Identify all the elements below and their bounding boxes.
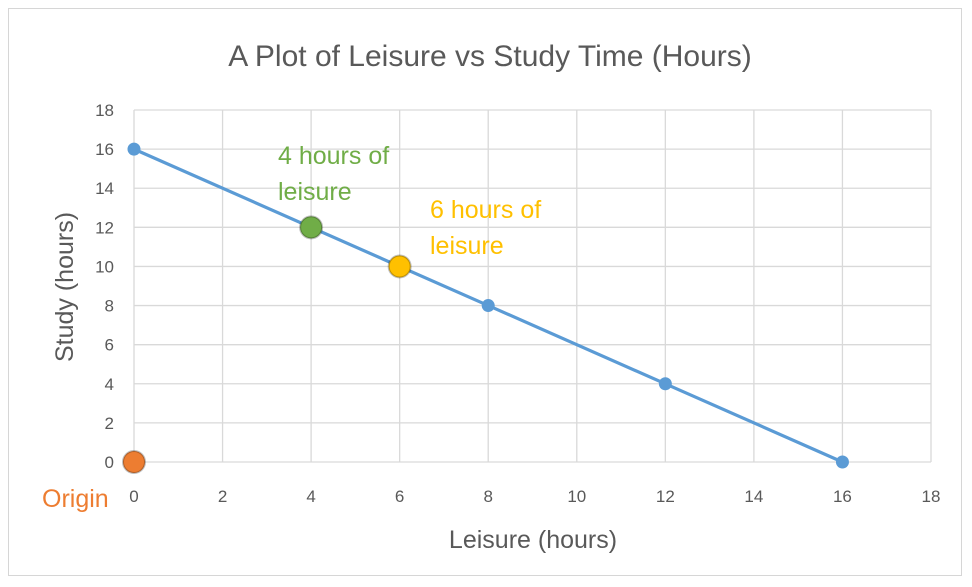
chart-frame	[8, 8, 962, 576]
series-point-0-16	[127, 142, 141, 156]
y-tick-0: 0	[105, 453, 114, 472]
x-tick-10: 10	[567, 487, 586, 506]
y-tick-2: 2	[105, 414, 114, 433]
y-axis-label: Study (hours)	[51, 212, 79, 362]
y-tick-labels: 0 2 4 6 8 10 12 14 16 18	[95, 101, 114, 472]
y-tick-18: 18	[95, 101, 114, 120]
x-tick-12: 12	[656, 487, 675, 506]
x-tick-2: 2	[218, 487, 227, 506]
x-tick-labels: 0 2 4 6 8 10 12 14 16 18	[129, 487, 940, 506]
x-tick-16: 16	[833, 487, 852, 506]
y-tick-16: 16	[95, 140, 114, 159]
series-point-8-8	[481, 299, 495, 313]
yellow-label-line-2: leisure	[430, 232, 504, 260]
x-tick-4: 4	[306, 487, 315, 506]
yellow-label-line-1: 6 hours of	[430, 196, 541, 224]
green-point-fill	[300, 216, 323, 239]
y-tick-4: 4	[105, 375, 114, 394]
x-tick-6: 6	[395, 487, 404, 506]
x-tick-0: 0	[129, 487, 138, 506]
yellow-point-fill	[388, 255, 411, 278]
yellow-point-outline	[387, 254, 412, 279]
x-axis-label: Leisure (hours)	[449, 526, 617, 554]
y-tick-14: 14	[95, 179, 114, 198]
chart-title: A Plot of Leisure vs Study Time (Hours)	[228, 40, 752, 73]
x-tick-18: 18	[922, 487, 941, 506]
origin-point-outline	[122, 450, 146, 474]
series-point-16-0	[835, 455, 849, 469]
x-tick-8: 8	[483, 487, 492, 506]
green-label-line-1: 4 hours of	[278, 142, 389, 170]
y-tick-8: 8	[105, 297, 114, 316]
series-point-12-4	[658, 377, 672, 391]
grid	[133, 109, 932, 463]
highlight-layer	[122, 215, 412, 474]
origin-point-fill	[123, 451, 145, 473]
y-tick-6: 6	[105, 336, 114, 355]
x-tick-14: 14	[744, 487, 763, 506]
green-point-outline	[299, 215, 324, 240]
green-label-line-2: leisure	[278, 178, 352, 206]
yellow-point-label: 6 hours of leisure	[430, 196, 548, 260]
y-tick-12: 12	[95, 218, 114, 237]
origin-label: Origin	[42, 485, 109, 513]
y-tick-10: 10	[95, 257, 114, 276]
green-point-label: 4 hours of leisure	[278, 142, 396, 206]
